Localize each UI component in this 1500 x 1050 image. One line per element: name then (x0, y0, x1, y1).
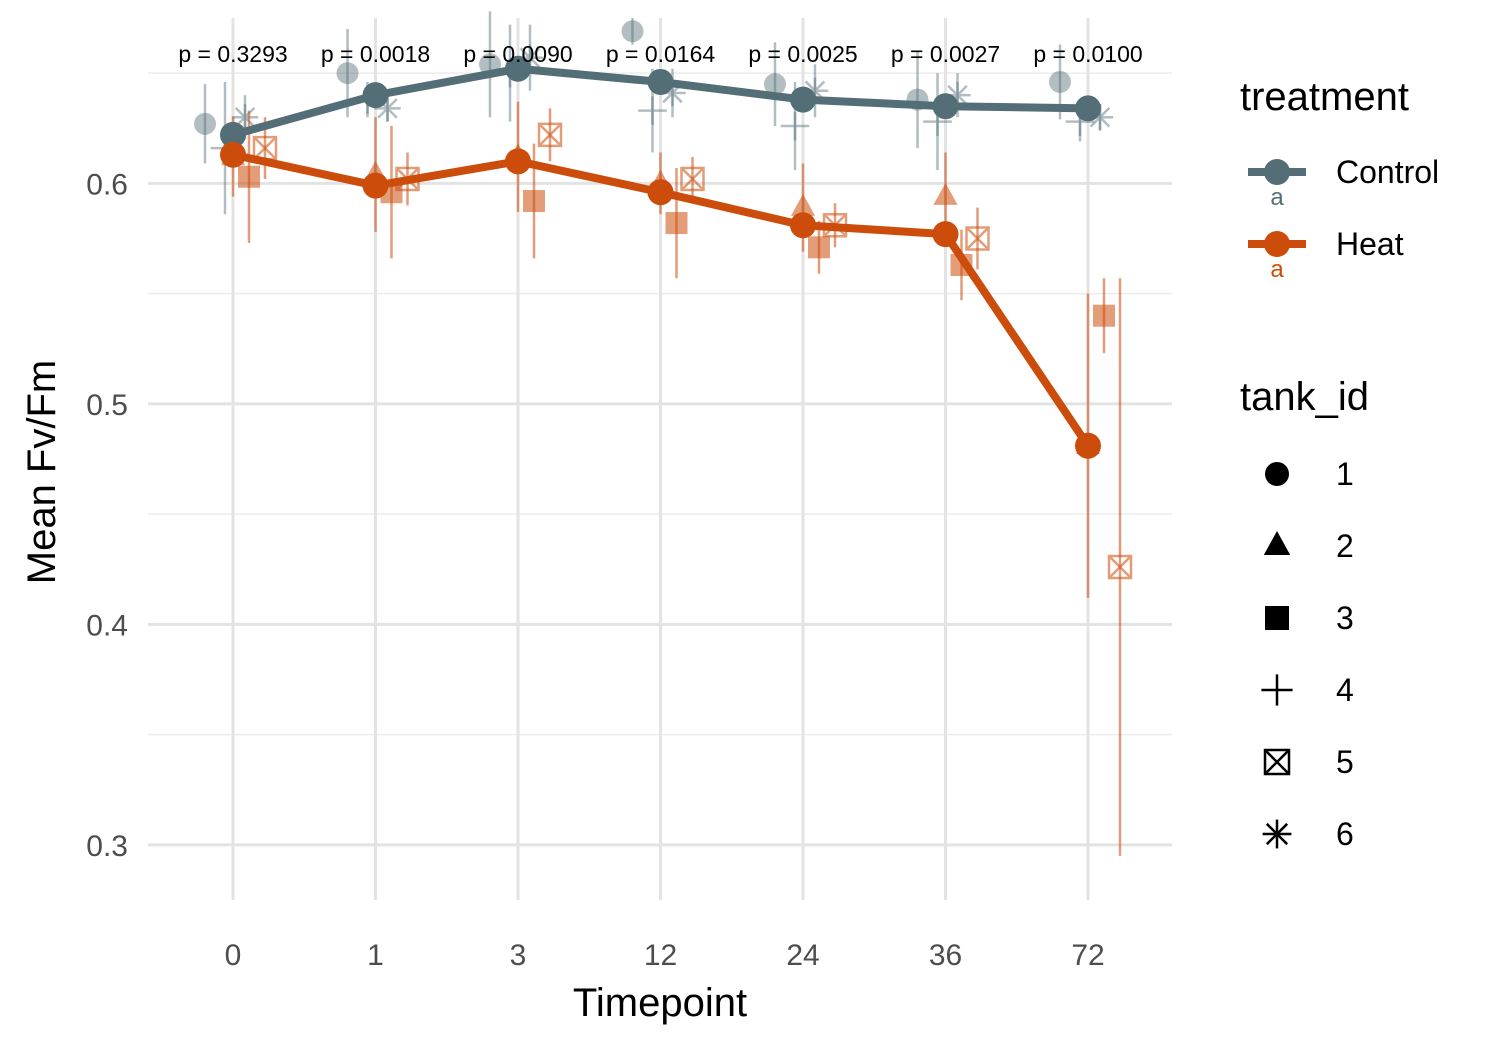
tank-point (1093, 304, 1115, 327)
series-point-control (362, 82, 389, 109)
tank-point (780, 111, 810, 141)
square-icon (1265, 606, 1289, 630)
tank-point (1107, 554, 1133, 580)
series-point-control (505, 55, 531, 82)
x-tick-label: 24 (786, 939, 819, 972)
tank-points-layer (194, 11, 1133, 856)
x-tick-label: 3 (510, 939, 527, 972)
legend-label: Control (1336, 154, 1439, 190)
tank-point (1049, 70, 1071, 93)
p-value-label: p = 0.0164 (606, 41, 716, 67)
tank-point (238, 165, 260, 188)
tank-point (638, 96, 667, 125)
series-point-heat (220, 141, 246, 168)
p-value-label: p = 0.3293 (178, 41, 287, 67)
legend-label: 2 (1336, 528, 1354, 564)
series-point-heat (505, 148, 531, 175)
legend: treatment a Control a Heat tank_id 1 2 3 4 5 6 (1240, 75, 1439, 852)
legend-label: 3 (1336, 600, 1354, 636)
p-value-label: p = 0.0018 (321, 41, 430, 67)
x-tick-label: 12 (644, 939, 677, 972)
legend-item-tank-1: 1 (1265, 456, 1354, 492)
x-tick-label: 0 (225, 939, 242, 972)
legend-item-tank-3: 3 (1265, 600, 1354, 636)
p-value-label: p = 0.0027 (891, 41, 1000, 67)
tank-point (808, 236, 830, 259)
legend-label: 5 (1336, 744, 1354, 780)
legend-key-letter: a (1270, 256, 1284, 283)
tank-point (523, 190, 545, 213)
legend-title-treatment: treatment (1240, 75, 1409, 119)
series-point-control (1075, 95, 1101, 122)
y-tick-label: 0.4 (86, 609, 128, 642)
legend-item-tank-2: 2 (1263, 528, 1354, 564)
x-axis-title: Timepoint (573, 981, 747, 1025)
tank-point (336, 62, 359, 85)
asterisk-icon (1262, 819, 1292, 849)
tank-point (665, 212, 688, 235)
circle-icon (1265, 462, 1289, 486)
tank-point (621, 20, 644, 43)
legend-point-icon (1264, 231, 1290, 257)
legend-label: 6 (1336, 816, 1354, 852)
legend-item-tank-6: 6 (1262, 816, 1354, 852)
p-value-label: p = 0.0100 (1033, 41, 1142, 67)
p-value-label: p = 0.0090 (463, 41, 572, 67)
legend-label: 4 (1336, 672, 1354, 708)
tank-point (764, 73, 786, 96)
y-tick-label: 0.6 (86, 168, 128, 201)
tick-labels: 0.3 0.4 0.5 0.6 0 1 3 12 24 36 72 (86, 168, 1104, 972)
legend-item-tank-5: 5 (1263, 744, 1354, 780)
legend-item-heat: a Heat (1248, 226, 1404, 283)
series-point-heat (932, 221, 959, 248)
tank-point (790, 193, 816, 216)
tank-point (965, 226, 990, 251)
legend-point-icon (1264, 159, 1290, 185)
series-point-heat (790, 212, 816, 239)
legend-key-letter: a (1270, 184, 1284, 211)
series-point-control (790, 86, 816, 113)
series-point-control (647, 68, 674, 95)
p-value-label: p = 0.0025 (748, 41, 857, 67)
legend-treatment-items: a Control a Heat (1248, 154, 1439, 283)
series-point-heat (1075, 432, 1101, 459)
legend-label: Heat (1336, 226, 1404, 262)
legend-label: 1 (1336, 456, 1354, 492)
tank-point (680, 166, 705, 192)
grid-layer (148, 18, 1172, 900)
y-tick-label: 0.5 (86, 389, 128, 422)
series-layer (220, 55, 1101, 459)
legend-title-tank: tank_id (1240, 375, 1369, 419)
x-tick-label: 1 (367, 939, 384, 972)
p-value-annotations: p = 0.3293 p = 0.0018 p = 0.0090 p = 0.0164… (178, 41, 1142, 67)
x-tick-label: 36 (929, 939, 962, 972)
legend-item-tank-4: 4 (1261, 672, 1354, 708)
series-point-control (220, 121, 246, 148)
boxed-x-icon (1263, 748, 1291, 776)
tank-point (537, 122, 563, 148)
plus-icon (1261, 674, 1293, 706)
y-axis-title: Mean Fv/Fm (20, 360, 64, 584)
y-tick-label: 0.3 (86, 830, 128, 863)
tank-point (194, 112, 216, 135)
legend-item-control: a Control (1248, 154, 1439, 211)
series-point-heat (362, 172, 389, 199)
series-point-control (932, 93, 959, 120)
series-point-heat (647, 179, 674, 206)
tank-point (933, 182, 958, 205)
x-tick-label: 72 (1071, 939, 1104, 972)
triangle-icon (1263, 531, 1291, 555)
legend-tank-items: 1 2 3 4 5 6 (1261, 456, 1354, 852)
